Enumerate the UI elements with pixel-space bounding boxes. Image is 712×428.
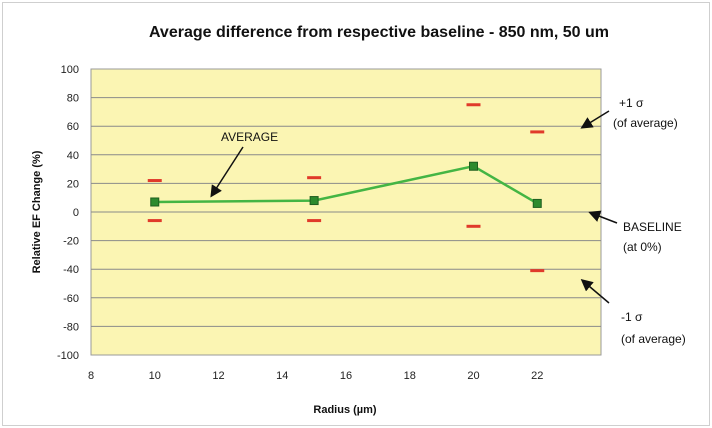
y-axis-title: Relative EF Change (%) xyxy=(31,150,43,273)
x-tick-label: 12 xyxy=(212,370,224,382)
annotation-minus-sigma-arrow xyxy=(580,279,610,304)
annotation-plus-sigma-label: +1 σ xyxy=(619,96,644,110)
x-tick-label: 22 xyxy=(531,370,543,382)
y-tick-label: 0 xyxy=(73,207,79,219)
annotation-minus-sigma-label: -1 σ xyxy=(621,310,643,324)
y-tick-label: 100 xyxy=(61,64,79,76)
x-tick-label: 20 xyxy=(467,370,479,382)
gridlines xyxy=(91,97,601,327)
annotation-baseline-label: BASELINE xyxy=(623,220,682,234)
y-tick-label: -60 xyxy=(63,293,79,305)
y-tick-label: -100 xyxy=(57,350,79,362)
x-tick-label: 14 xyxy=(276,370,288,382)
y-tick-label: 20 xyxy=(67,178,79,190)
y-tick-label: -80 xyxy=(63,321,79,333)
annotation-plus-sigma-sublabel: (of average) xyxy=(613,116,678,130)
average-line xyxy=(154,164,538,205)
average-point xyxy=(150,197,160,207)
x-tick-label: 8 xyxy=(88,370,94,382)
chart-title: Average difference from respective basel… xyxy=(149,24,609,41)
y-tick-label: -40 xyxy=(63,264,79,276)
annotations: AVERAGE +1 σ (of average) BASELINE (at 0… xyxy=(210,96,686,346)
annotation-minus-sigma-sublabel: (of average) xyxy=(621,332,686,346)
x-tick-label: 18 xyxy=(404,370,416,382)
y-tick-label: 40 xyxy=(67,150,79,162)
x-tick-label: 10 xyxy=(149,370,161,382)
x-tick-label: 16 xyxy=(340,370,352,382)
x-axis-title: Radius (µm) xyxy=(313,404,377,416)
annotation-baseline-sublabel: (at 0%) xyxy=(623,240,662,254)
average-point xyxy=(532,198,542,208)
average-point xyxy=(309,196,319,206)
annotation-baseline-arrow xyxy=(588,210,618,224)
series-group xyxy=(147,103,545,273)
annotation-average-label: AVERAGE xyxy=(221,130,278,144)
annotation-plus-sigma-arrow xyxy=(580,110,610,129)
x-axis-ticks: 8 10 12 14 16 18 20 22 xyxy=(88,370,543,382)
y-tick-label: 60 xyxy=(67,121,79,133)
chart: Average difference from respective basel… xyxy=(31,24,686,416)
annotation-average-arrow xyxy=(210,146,244,198)
average-point xyxy=(469,161,478,171)
y-tick-label: 80 xyxy=(67,93,79,105)
y-tick-label: -20 xyxy=(63,236,79,248)
y-axis-ticks: -100 -80 -60 -40 -20 0 20 40 60 80 100 xyxy=(57,64,79,362)
